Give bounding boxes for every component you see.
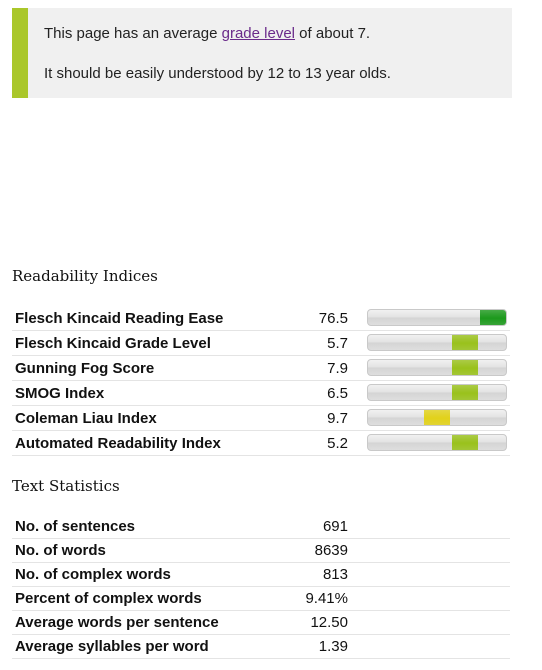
readability-row: Automated Readability Index 5.2 — [12, 431, 510, 456]
statistics-row: Percent of complex words 9.41% — [12, 587, 510, 611]
index-name: Flesch Kincaid Reading Ease — [15, 310, 224, 327]
statistics-row: Average syllables per word 1.39 — [12, 635, 510, 659]
readability-gauge — [367, 359, 507, 376]
readability-row: Flesch Kincaid Reading Ease 76.5 — [12, 306, 510, 331]
statistic-name: Average syllables per word — [15, 638, 209, 655]
index-name: Automated Readability Index — [15, 435, 221, 452]
statistic-value: 8639 — [314, 542, 348, 559]
index-value: 5.2 — [327, 435, 348, 452]
readability-gauge — [367, 434, 507, 451]
index-value: 7.9 — [327, 360, 348, 377]
index-name: Gunning Fog Score — [15, 360, 155, 377]
statistic-name: No. of words — [15, 542, 106, 559]
readability-gauge-marker — [480, 310, 506, 325]
audience-summary: It should be easily understood by 12 to … — [44, 65, 391, 82]
statistics-row: No. of words 8639 — [12, 539, 510, 563]
readability-gauge-marker — [451, 335, 478, 350]
index-name: SMOG Index — [15, 385, 105, 402]
readability-gauge — [367, 334, 507, 351]
readability-row: SMOG Index 6.5 — [12, 381, 510, 406]
text-statistics-table: No. of sentences 691 No. of words 8639 No. o… — [12, 515, 510, 659]
readability-indices-table: Flesch Kincaid Reading Ease 76.5 Flesch Ki… — [12, 306, 510, 456]
statistic-value: 691 — [322, 518, 348, 535]
statistic-name: Percent of complex words — [15, 590, 202, 607]
statistic-value: 1.39 — [318, 638, 348, 655]
summary-text-end: of about 7. — [295, 25, 371, 42]
statistic-value: 813 — [322, 566, 348, 583]
statistic-name: Average words per sentence — [15, 614, 219, 631]
statistic-value: 12.50 — [310, 614, 348, 631]
readability-gauge — [367, 309, 507, 326]
text-statistics-heading: Text Statistics — [12, 477, 120, 495]
statistics-row: No. of complex words 813 — [12, 563, 510, 587]
index-value: 9.7 — [327, 410, 348, 427]
readability-gauge — [367, 384, 507, 401]
readability-row: Gunning Fog Score 7.9 — [12, 356, 510, 381]
grade-level-notice: This page has an average grade level of … — [12, 8, 512, 98]
readability-gauge-marker — [451, 360, 478, 375]
statistic-name: No. of complex words — [15, 566, 171, 583]
readability-gauge-marker — [451, 435, 478, 450]
index-name: Coleman Liau Index — [15, 410, 157, 427]
readability-row: Flesch Kincaid Grade Level 5.7 — [12, 331, 510, 356]
statistic-value: 9.41% — [305, 590, 348, 607]
grade-level-summary: This page has an average grade level of … — [44, 25, 370, 42]
readability-gauge — [367, 409, 507, 426]
index-value: 76.5 — [318, 310, 348, 327]
readability-gauge-marker — [451, 385, 478, 400]
readability-indices-heading: Readability Indices — [12, 267, 158, 285]
statistic-name: No. of sentences — [15, 518, 136, 535]
statistics-row: No. of sentences 691 — [12, 515, 510, 539]
summary-text: This page has an average — [44, 25, 222, 42]
statistics-row: Average words per sentence 12.50 — [12, 611, 510, 635]
readability-row: Coleman Liau Index 9.7 — [12, 406, 510, 431]
index-value: 6.5 — [327, 385, 348, 402]
grade-level-link[interactable]: grade level — [221, 25, 296, 42]
index-value: 5.7 — [327, 335, 348, 352]
index-name: Flesch Kincaid Grade Level — [15, 335, 211, 352]
readability-gauge-marker — [424, 410, 450, 425]
